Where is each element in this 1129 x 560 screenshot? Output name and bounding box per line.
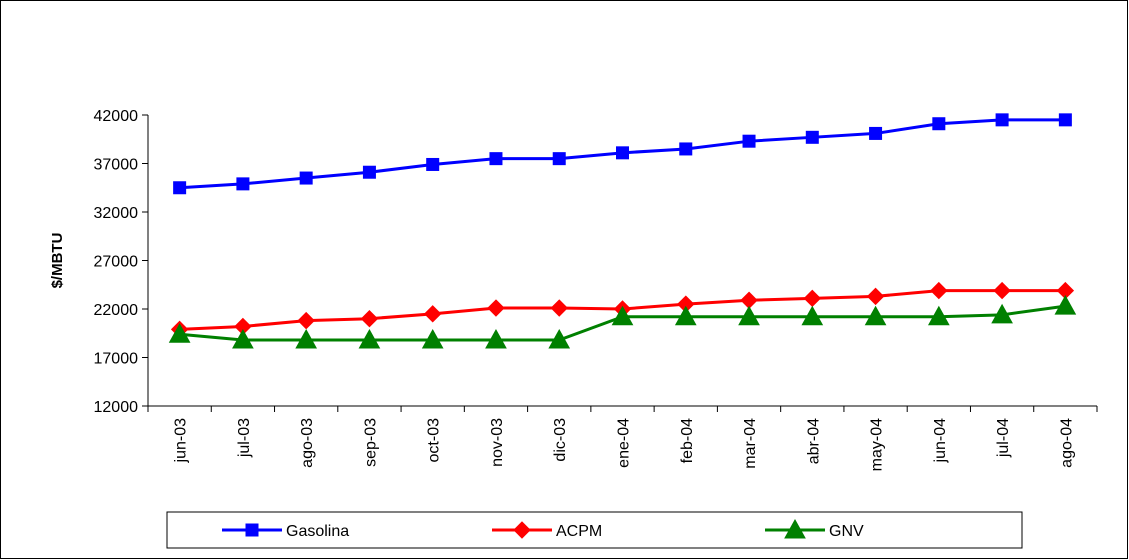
data-point-gasolina <box>489 152 503 166</box>
series-gasolina <box>173 113 1072 195</box>
data-point-gasolina <box>932 117 946 131</box>
data-point-gasolina <box>552 152 566 166</box>
data-point-gasolina <box>173 181 187 195</box>
x-ticks: jun-03 jul-03 ago-03 sep-03 oct-03 nov-03 dic-… <box>147 406 1098 471</box>
x-tick-label: abr-04 <box>805 418 822 464</box>
x-tick-label: ago-03 <box>299 418 316 468</box>
data-point-acpm <box>297 311 315 330</box>
x-tick-label: sep-03 <box>362 418 379 467</box>
data-point-gasolina <box>1058 113 1072 127</box>
series-layer <box>168 113 1077 349</box>
data-point-acpm <box>550 299 568 317</box>
plot-area: 12000 17000 22000 27000 32000 37000 42000 jun-… <box>94 108 1098 471</box>
y-axis-label: $/MBTU <box>49 233 66 289</box>
data-point-gasolina <box>805 130 819 144</box>
x-tick-label: nov-03 <box>489 418 506 467</box>
y-tick-label: 17000 <box>94 351 139 368</box>
data-point-gnv <box>548 329 571 349</box>
legend-item-gasolina: Gasolina <box>222 523 349 540</box>
legend-marker-acpm <box>513 521 531 539</box>
data-point-gasolina <box>236 177 250 191</box>
data-point-gasolina <box>299 171 313 185</box>
data-point-gasolina <box>995 113 1009 127</box>
data-point-gnv <box>864 305 887 326</box>
data-point-acpm <box>866 287 885 306</box>
legend-label-gnv: GNV <box>829 523 864 540</box>
legend-label-acpm: ACPM <box>556 523 602 540</box>
legend-box <box>166 511 1023 549</box>
x-tick-label: ago-04 <box>1058 418 1075 468</box>
data-point-gasolina <box>742 134 756 148</box>
x-tick-label: jun-04 <box>932 418 949 464</box>
data-point-gnv <box>927 305 950 326</box>
data-point-acpm <box>360 309 379 328</box>
data-point-acpm <box>423 305 442 323</box>
legend-item-acpm: ACPM <box>492 521 602 540</box>
series-gnv <box>168 295 1077 349</box>
x-tick-label: mar-04 <box>742 418 759 469</box>
data-point-acpm <box>930 281 948 300</box>
y-ticks: 12000 17000 22000 27000 32000 37000 42000 <box>94 108 148 416</box>
data-point-gasolina <box>426 157 440 171</box>
data-point-gnv <box>738 305 760 326</box>
y-tick-label: 22000 <box>94 302 139 319</box>
data-point-gnv <box>168 323 191 343</box>
data-point-gnv <box>801 305 824 326</box>
data-point-acpm <box>993 281 1011 300</box>
y-tick-label: 32000 <box>94 205 139 222</box>
data-point-gasolina <box>869 126 883 140</box>
data-point-gnv <box>674 305 697 326</box>
data-point-gasolina <box>679 142 693 156</box>
x-tick-label: may-04 <box>869 418 886 471</box>
x-tick-label: jun-03 <box>173 418 190 464</box>
data-point-acpm <box>487 299 505 317</box>
legend: Gasolina ACPM GNV <box>166 511 1023 549</box>
y-tick-label: 42000 <box>94 108 139 125</box>
data-point-gnv <box>232 329 254 349</box>
y-tick-label: 12000 <box>94 399 139 416</box>
data-point-gnv <box>358 329 381 349</box>
x-tick-label: dic-03 <box>552 418 569 462</box>
data-point-gnv <box>611 305 634 326</box>
data-point-gnv <box>295 329 318 349</box>
legend-marker-gnv <box>784 518 806 539</box>
y-tick-label: 37000 <box>94 157 139 174</box>
x-tick-label: oct-03 <box>426 418 443 463</box>
x-tick-label: jul-04 <box>995 418 1012 458</box>
data-point-gnv <box>485 329 507 349</box>
data-point-gnv <box>421 329 444 349</box>
legend-marker-gasolina <box>245 523 259 537</box>
data-point-gasolina <box>362 165 376 179</box>
x-tick-label: feb-04 <box>679 418 696 463</box>
x-tick-label: ene-04 <box>616 418 633 468</box>
legend-item-gnv: GNV <box>765 518 864 540</box>
data-point-gnv <box>1054 295 1077 315</box>
data-point-gnv <box>991 303 1013 324</box>
data-point-gasolina <box>616 146 629 160</box>
legend-label-gasolina: Gasolina <box>286 523 349 540</box>
y-tick-label: 27000 <box>94 254 139 271</box>
x-tick-label: jul-03 <box>236 418 253 458</box>
